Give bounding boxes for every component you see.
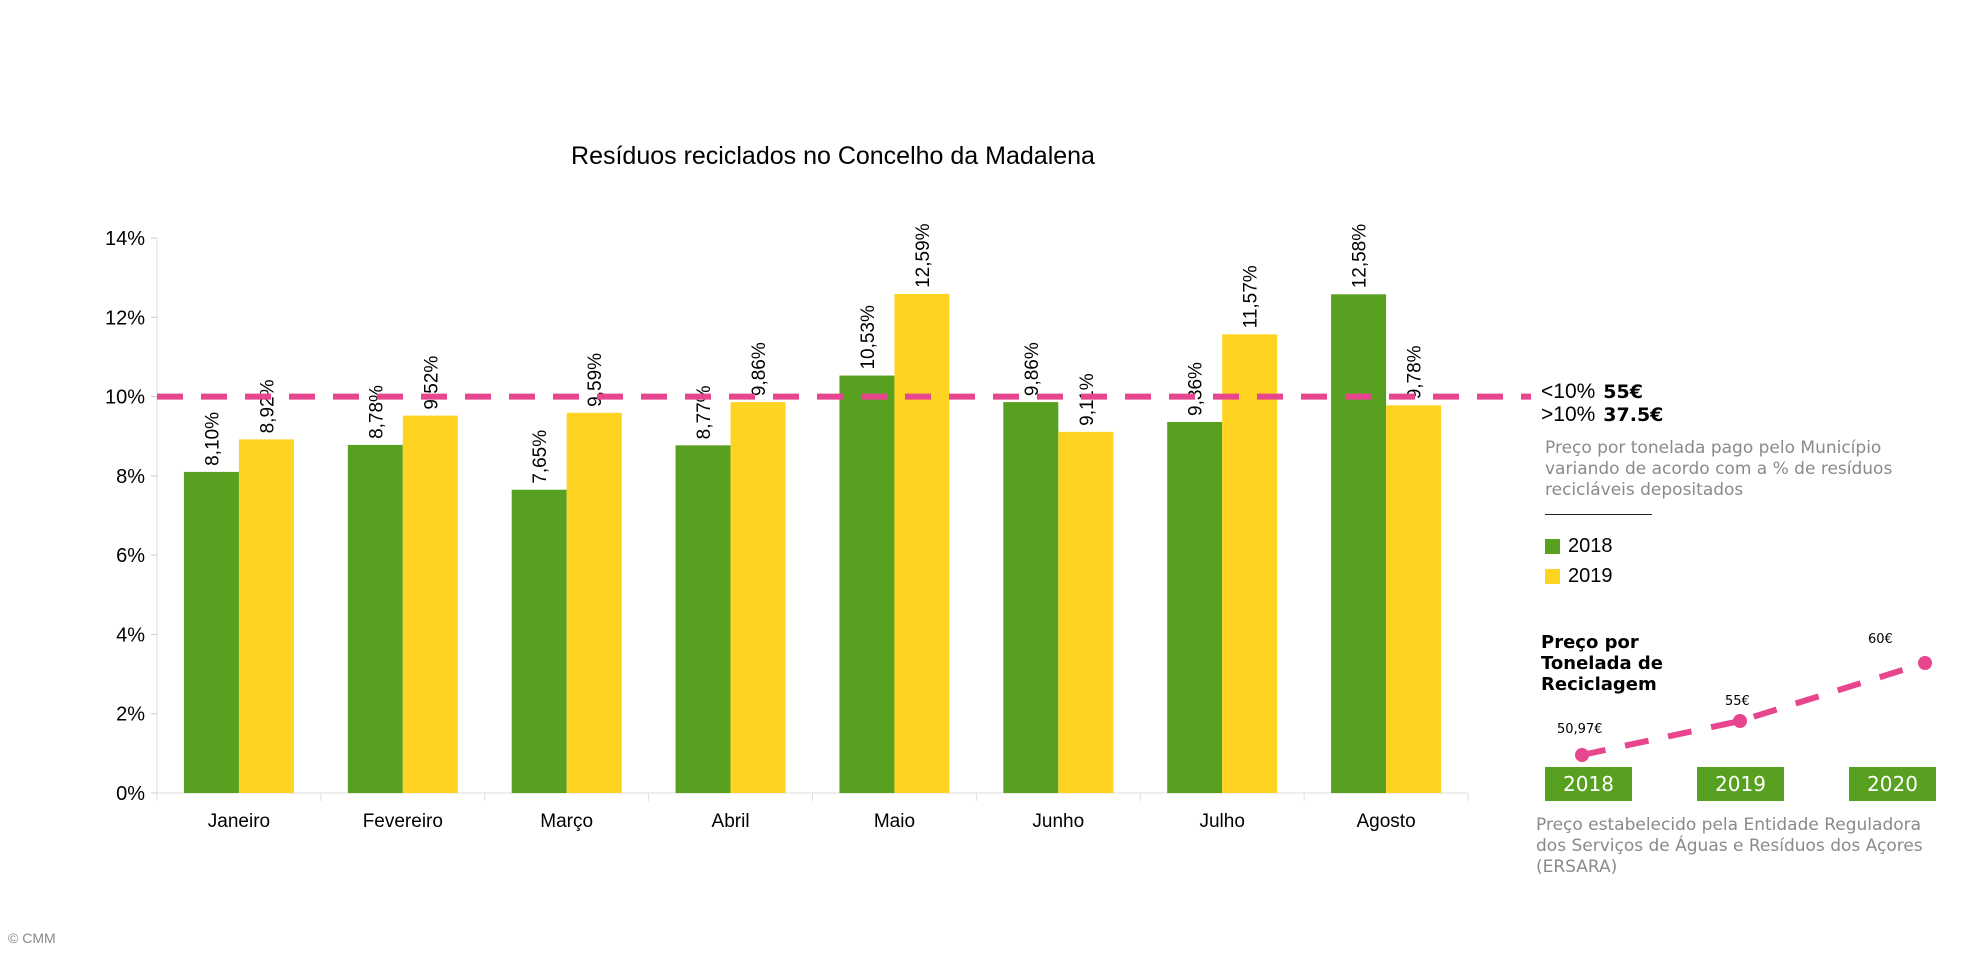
y-tick-label: 14% [105,228,145,250]
data-label: 12,58% [1350,224,1371,289]
price-line [1581,660,1926,758]
title-line: Reciclagem [1541,674,1657,695]
title-line: Tonelada de [1541,653,1663,674]
bar-2019 [1222,334,1278,793]
bar-2019 [566,412,622,793]
legend-label: 2018 [1568,535,1613,557]
legend-item-2018: 2018 [1545,535,1613,558]
data-label: 9,59% [585,353,606,407]
x-tick-label: Fevereiro [363,811,443,832]
legend-swatch [1545,539,1560,554]
data-label: 9,52% [421,356,442,410]
price-point [1918,656,1932,670]
x-tick-label: Junho [1032,811,1084,832]
data-label: 8,77% [694,385,715,439]
copyright: © CMM [8,930,56,946]
price-label-2020: 60€ [1868,632,1893,647]
x-tick-label: Maio [874,811,915,832]
y-tick-label: 10% [105,387,145,409]
x-tick-label: Março [540,811,593,832]
legend-item-2019: 2019 [1545,565,1613,588]
x-tick-label: Agosto [1356,811,1415,832]
price-point [1733,714,1747,728]
year-box-2019: 2019 [1697,767,1784,801]
bar-2018 [1167,421,1223,793]
threshold-below-label: <10% [1541,380,1596,403]
bar-2018 [1331,294,1387,793]
desc-line: variando de acordo com a % de resíduos [1545,459,1893,479]
data-label: 8,78% [366,385,387,439]
y-tick-label: 2% [116,704,145,726]
threshold-above: >10% 37.5€ [1541,403,1663,427]
bar-2018 [511,489,567,793]
year-box-2018: 2018 [1545,767,1632,801]
price-chart-title: Preço por Tonelada de Reciclagem [1541,632,1663,695]
year-box-2020: 2020 [1849,767,1936,801]
bar-2019 [1386,405,1442,793]
data-label: 7,65% [530,430,551,484]
price-point [1575,748,1589,762]
x-tick-label: Janeiro [208,811,270,832]
source-line: Preço estabelecido pela Entidade Regulad… [1536,815,1922,835]
price-label-2019: 55€ [1725,694,1750,709]
source-line: dos Serviços de Águas e Resíduos dos Aço… [1536,836,1923,856]
bar-2019 [894,293,950,793]
y-tick-label: 12% [105,307,145,329]
bar-2019 [1058,431,1114,793]
y-tick-label: 4% [116,624,145,646]
x-tick-label: Abril [712,811,750,832]
y-tick-label: 8% [116,466,145,488]
data-label: 9,86% [749,342,770,396]
threshold-below: <10% 55€ [1541,380,1643,404]
bar-2018 [839,375,895,793]
x-tick-label: Julho [1199,811,1244,832]
data-label: 9,36% [1186,362,1207,416]
legend-label: 2019 [1568,565,1613,587]
threshold-above-label: >10% [1541,403,1596,426]
title-line: Preço por [1541,632,1639,653]
legend-swatch [1545,569,1560,584]
bar-2018 [1003,402,1059,793]
y-tick-label: 6% [116,545,145,567]
y-tick-label: 0% [116,783,145,805]
data-label: 12,59% [913,223,934,288]
divider [1545,514,1652,515]
bar-2018 [347,444,403,793]
price-source: Preço estabelecido pela Entidade Regulad… [1536,815,1923,878]
threshold-below-price: 55€ [1603,381,1643,403]
data-label: 8,10% [202,412,223,466]
source-line: (ERSARA) [1536,857,1618,877]
bar-2019 [402,415,458,793]
threshold-above-price: 37.5€ [1603,404,1664,426]
data-label: 11,57% [1241,265,1262,328]
bar-2019 [730,402,786,793]
threshold-description: Preço por tonelada pago pelo Município v… [1545,438,1892,501]
data-label: 9,78% [1405,345,1426,399]
desc-line: Preço por tonelada pago pelo Município [1545,438,1882,458]
bar-2018 [675,445,731,793]
price-label-2018: 50,97€ [1557,722,1603,737]
bar-2019 [238,439,294,793]
bar-2018 [183,471,239,793]
data-label: 10,53% [858,305,879,370]
desc-line: recicláveis depositados [1545,480,1744,500]
data-label: 8,92% [257,379,278,433]
data-label: 9,86% [1022,342,1043,396]
chart-title: Resíduos reciclados no Concelho da Madal… [571,142,1095,170]
